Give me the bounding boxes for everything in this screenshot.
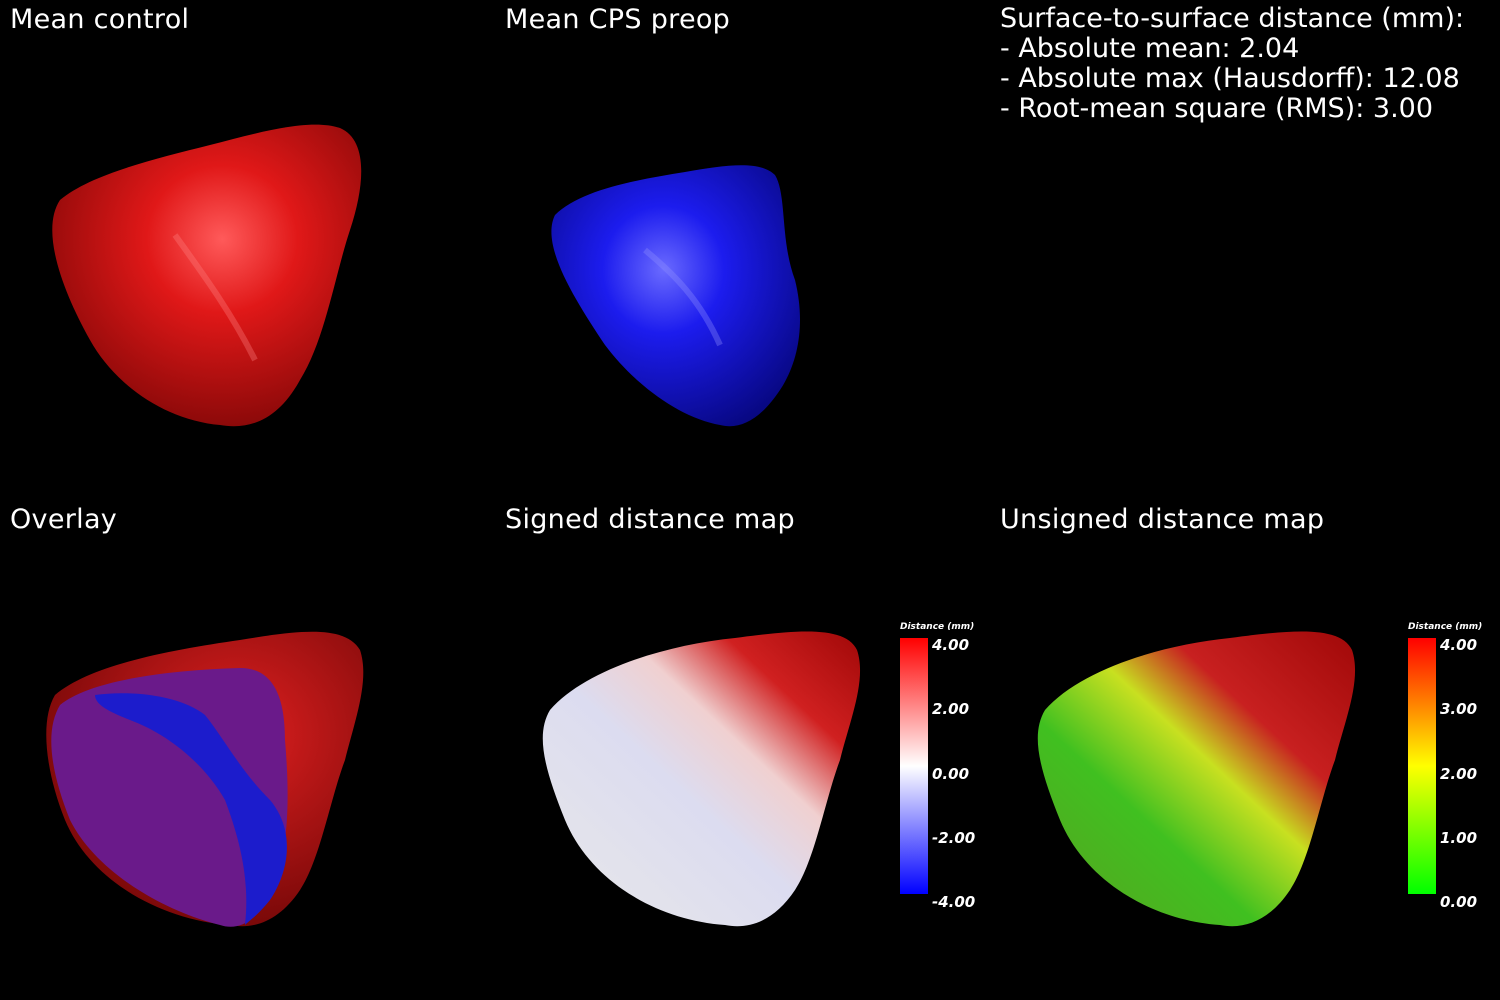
stat-absolute-mean: - Absolute mean: 2.04: [1000, 33, 1300, 64]
legend-title: Distance (mm): [1408, 622, 1483, 632]
panel-title: Unsigned distance map: [1000, 504, 1325, 535]
mean-cps-preop-panel: Mean CPS preop: [495, 0, 990, 500]
legend-tick: -4.00: [932, 893, 976, 911]
unsigned-distance-surface: [1037, 631, 1356, 927]
legend-tick: 4.00: [1440, 636, 1478, 654]
legend-tick: 2.00: [932, 700, 970, 718]
legend-tick: 0.00: [1440, 893, 1478, 911]
legend-tick: 2.00: [1440, 765, 1478, 783]
mean-control-surface: [52, 124, 362, 427]
overlay-surface: [46, 631, 364, 927]
mean-control-panel: Mean control: [0, 0, 495, 500]
panel-title: Mean control: [10, 4, 190, 35]
signed-distance-panel: Signed distance map Distance (mm) 4.00 2…: [495, 500, 990, 1000]
mean-cps-preop-surface: [551, 165, 800, 427]
panel-title: Signed distance map: [505, 504, 795, 535]
signed-distance-surface: [542, 631, 861, 927]
legend-tick: 0.00: [932, 765, 970, 783]
stats-panel: Surface-to-surface distance (mm): - Abso…: [1000, 0, 1500, 500]
legend-title: Distance (mm): [900, 622, 975, 632]
overlay-panel: Overlay: [0, 500, 495, 1000]
legend-tick: 1.00: [1440, 829, 1478, 847]
legend-tick: -2.00: [932, 829, 976, 847]
panel-title: Mean CPS preop: [505, 4, 731, 35]
signed-distance-legend: Distance (mm) 4.00 2.00 0.00 -2.00 -4.00: [900, 622, 990, 922]
stat-rms: - Root-mean square (RMS): 3.00: [1000, 93, 1434, 124]
stats-heading: Surface-to-surface distance (mm):: [1000, 3, 1465, 34]
legend-tick: 3.00: [1440, 700, 1478, 718]
legend-colorbar: [900, 638, 928, 894]
panel-title: Overlay: [10, 504, 118, 535]
legend-tick: 4.00: [932, 636, 970, 654]
stat-hausdorff: - Absolute max (Hausdorff): 12.08: [1000, 63, 1460, 94]
unsigned-distance-legend: Distance (mm) 4.00 3.00 2.00 1.00 0.00: [1408, 622, 1498, 922]
unsigned-distance-panel: Unsigned distance map Distance (mm) 4.00…: [990, 500, 1500, 1000]
distance-stats: Surface-to-surface distance (mm): - Abso…: [1000, 4, 1464, 124]
legend-colorbar: [1408, 638, 1436, 894]
